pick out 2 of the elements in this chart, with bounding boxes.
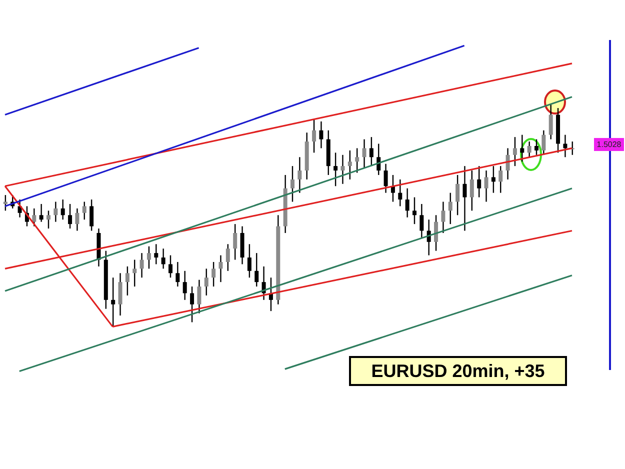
text: 1.5028	[594, 138, 624, 151]
text: EURUSD 20min, +35	[349, 356, 567, 386]
